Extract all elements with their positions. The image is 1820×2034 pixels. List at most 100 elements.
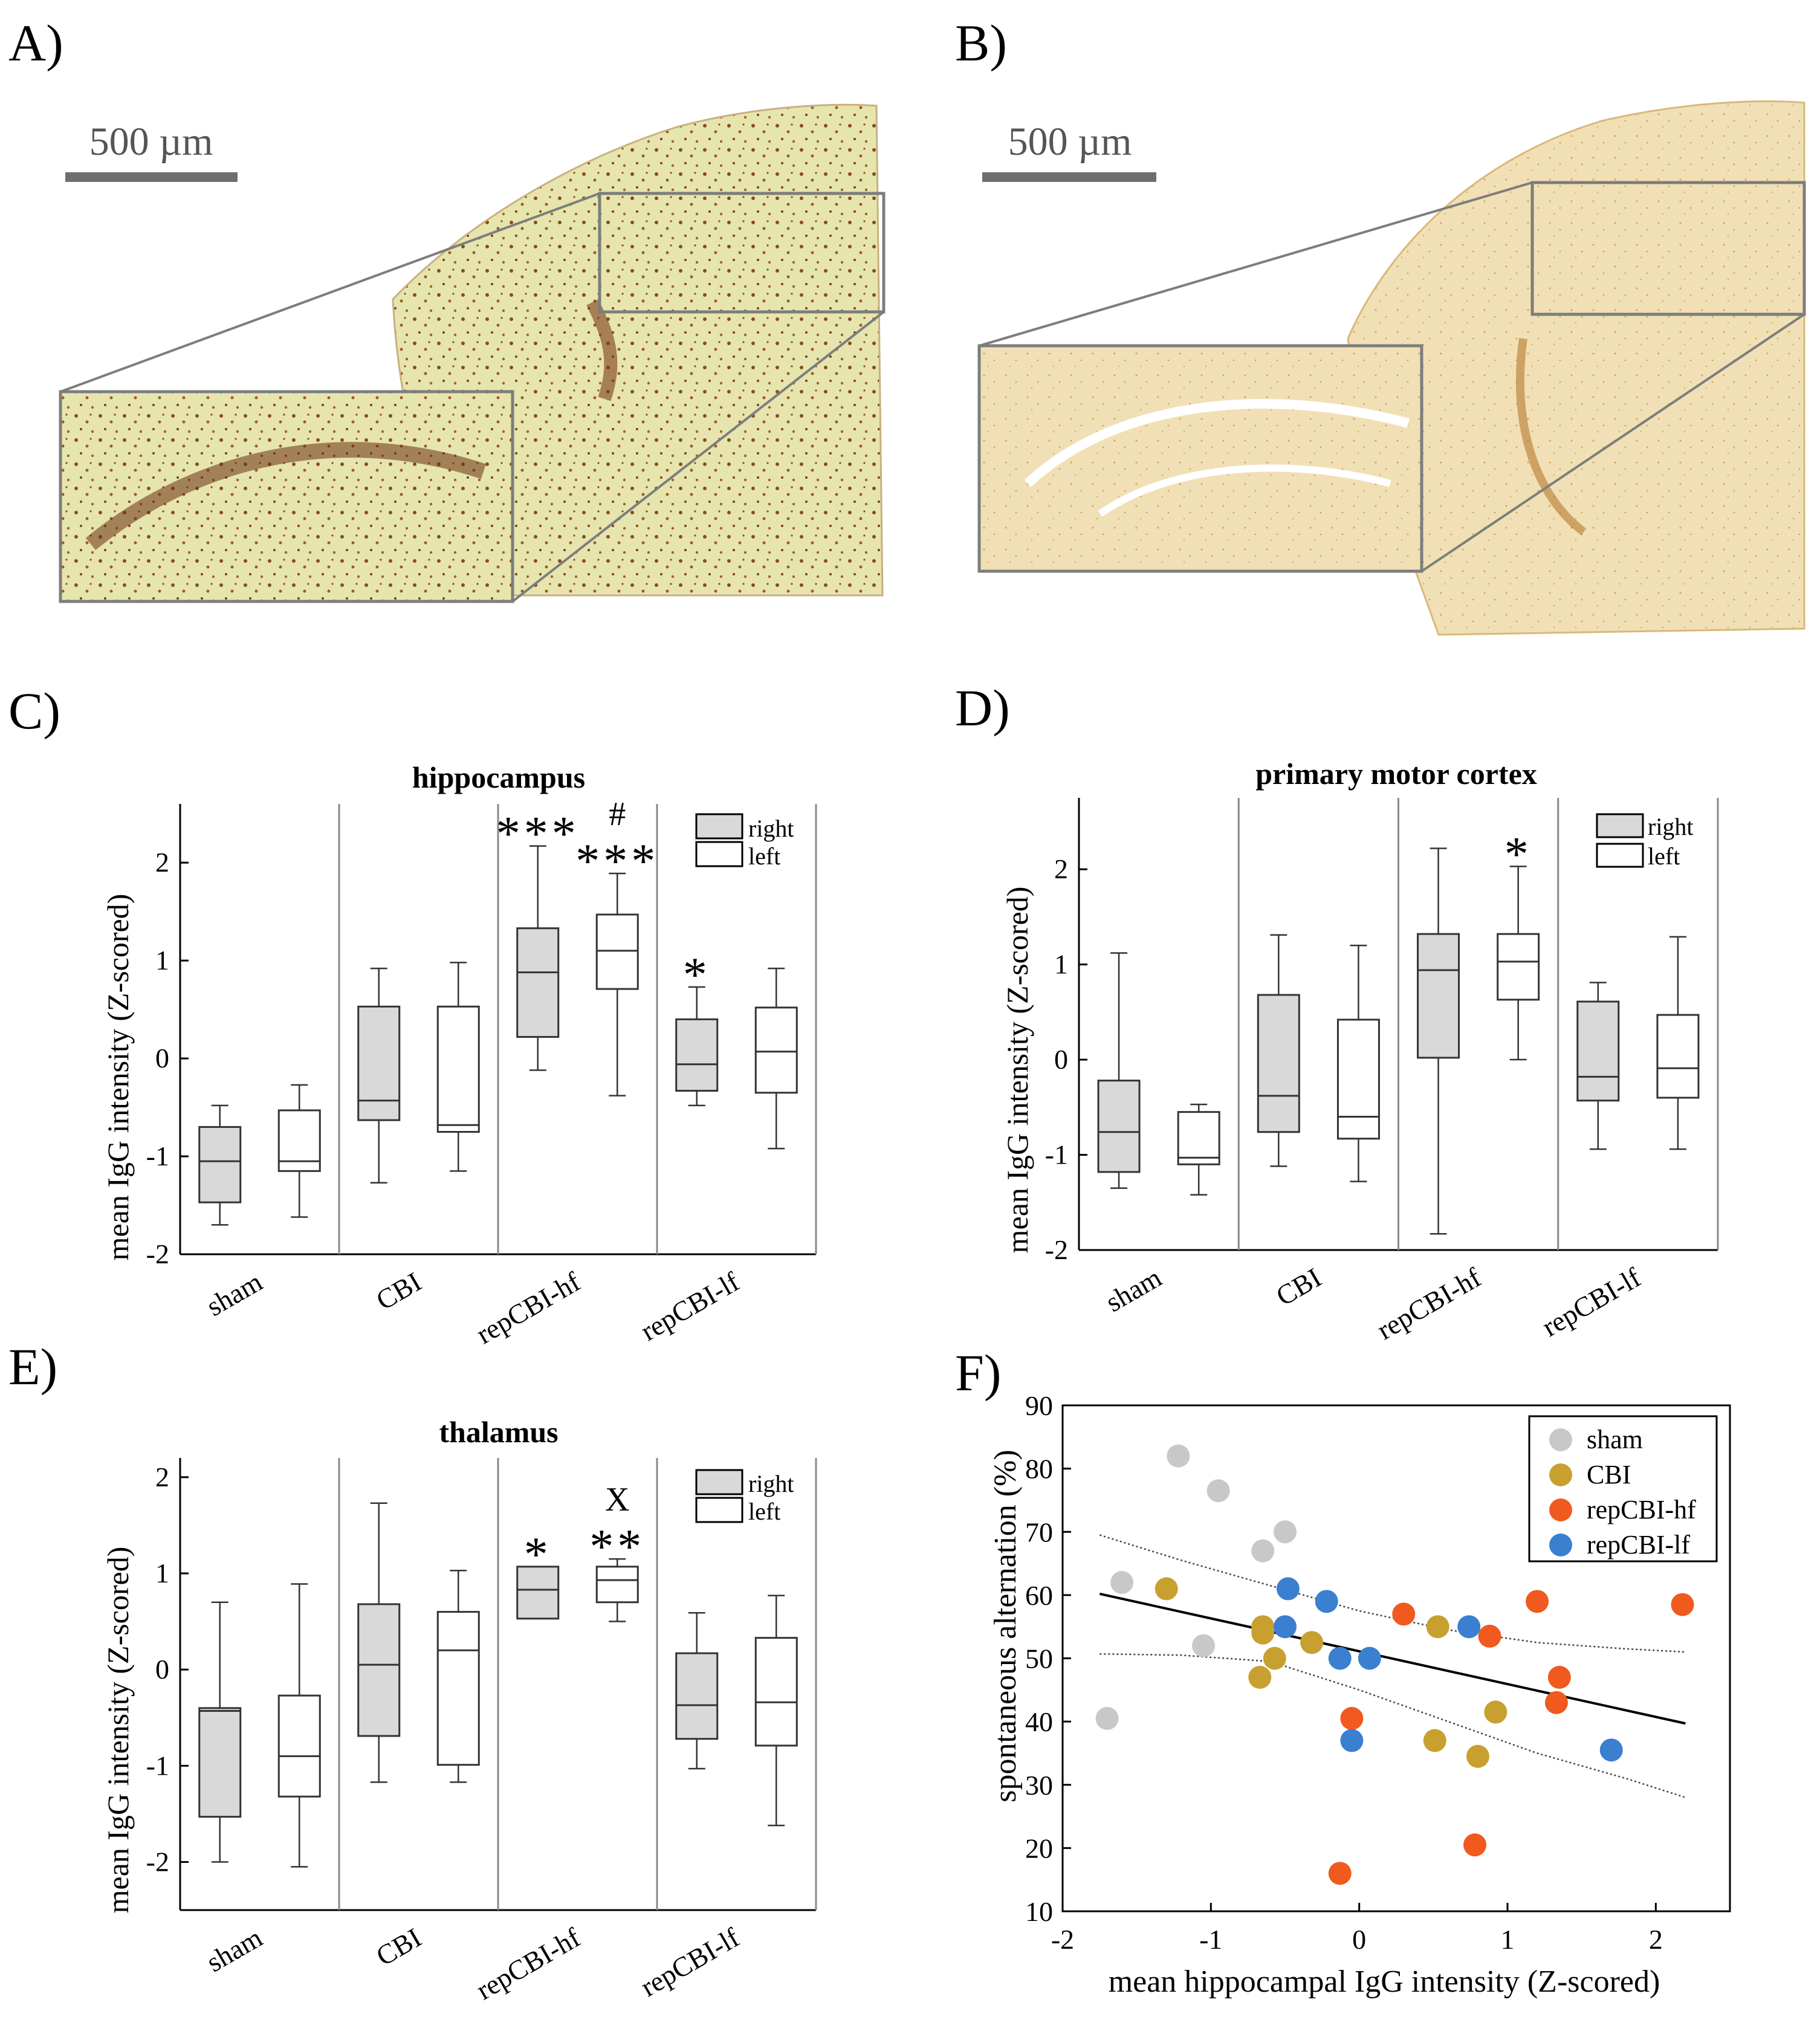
data-point-cbi: [1466, 1744, 1489, 1768]
legend: [695, 1469, 743, 1495]
legend: [1596, 813, 1644, 838]
box-right: [1257, 994, 1300, 1133]
significance-marker: *: [1504, 828, 1532, 881]
box-left: [595, 913, 639, 990]
panel-a-scale-bar: [65, 172, 238, 182]
x-tick-label: CBI: [371, 1922, 427, 1972]
box-right: [198, 1126, 242, 1203]
data-point-repcbi-hf: [1478, 1624, 1501, 1648]
data-point-repcbi-hf: [1544, 1691, 1568, 1714]
confidence-bound-lower: [1099, 1653, 1686, 1798]
legend-label: CBI: [1587, 1460, 1631, 1489]
data-point-cbi: [1263, 1647, 1286, 1670]
panel-b-inset-zoom: [977, 344, 1423, 573]
data-point-repcbi-lf: [1358, 1647, 1381, 1670]
box-left: [595, 1566, 639, 1604]
data-point-repcbi-hf: [1328, 1862, 1352, 1885]
y-tick-label: 1: [155, 945, 169, 976]
data-point-repcbi-lf: [1315, 1590, 1338, 1613]
data-point-repcbi-hf: [1392, 1602, 1416, 1626]
y-tick-label: -2: [1045, 1234, 1068, 1265]
box-right: [357, 1603, 401, 1737]
legend-label: sham: [1587, 1425, 1643, 1454]
x-tick-label: sham: [201, 1266, 268, 1322]
data-point-repcbi-lf: [1276, 1577, 1300, 1601]
x-tick-label: repCBI-hf: [1371, 1262, 1486, 1346]
legend-marker-sham: [1549, 1428, 1572, 1451]
box-right: [357, 1005, 401, 1121]
box-left: [1177, 1111, 1220, 1165]
y-axis-label: mean IgG intensity (Z-scored): [101, 1547, 135, 1914]
y-tick-label: 50: [1025, 1644, 1053, 1674]
panel-f-scatter: F) spontaneous alternation (%) mean hipp…: [955, 1344, 1731, 1999]
x-axis-label: mean hippocampal IgG intensity (Z-scored…: [1109, 1964, 1660, 1999]
legend-label: repCBI-lf: [1587, 1530, 1690, 1560]
data-point-repcbi-hf: [1547, 1665, 1571, 1689]
y-tick-label: -1: [146, 1141, 169, 1171]
x-tick-label: repCBI-hf: [471, 1922, 586, 2006]
panel-d-label: D): [955, 679, 1010, 737]
data-point-cbi: [1251, 1621, 1275, 1645]
panel-b: B) 500 µm: [955, 14, 1806, 636]
panel-b-inset-frame: [1530, 181, 1806, 316]
box-right: [1097, 1080, 1141, 1173]
data-point-cbi: [1426, 1615, 1449, 1639]
legend-marker-repcbi-lf: [1549, 1534, 1572, 1556]
y-tick-label: 30: [1025, 1770, 1053, 1801]
y-tick-label: 0: [155, 1654, 169, 1685]
panel-a-inset-frame: [598, 192, 886, 314]
panel-b-scale-bar: [982, 172, 1156, 182]
panel-a: A) 500 µm: [8, 14, 886, 603]
data-point-cbi: [1300, 1631, 1324, 1654]
y-tick-label: 2: [155, 847, 169, 878]
significance-marker: *: [524, 1528, 552, 1581]
y-tick-label: -1: [146, 1750, 169, 1781]
x-tick-label: 2: [1649, 1924, 1663, 1955]
y-tick-label: -1: [1045, 1139, 1068, 1170]
data-point-repcbi-lf: [1274, 1615, 1297, 1639]
legend-label: right: [1648, 813, 1694, 840]
y-tick-label: -2: [146, 1846, 169, 1877]
data-point-sham: [1206, 1479, 1230, 1503]
box-left: [1656, 1014, 1700, 1099]
y-tick-label: 1: [1054, 949, 1068, 980]
panel-c-boxplot: C) hippocampus mean IgG intensity (Z-sco…: [8, 682, 817, 1350]
box-left: [277, 1694, 321, 1798]
x-tick-label: repCBI-hf: [471, 1266, 586, 1350]
x-tick-label: CBI: [1271, 1262, 1326, 1312]
box-right: [1417, 933, 1460, 1059]
x-tick-label: -2: [1051, 1924, 1074, 1955]
legend-label: repCBI-hf: [1587, 1495, 1696, 1524]
data-point-cbi: [1423, 1729, 1446, 1752]
panel-b-label: B): [955, 14, 1007, 72]
chart-title: primary motor cortex: [1255, 757, 1537, 791]
box-right: [675, 1018, 719, 1092]
data-point-repcbi-lf: [1457, 1615, 1481, 1639]
x-tick-label: CBI: [371, 1266, 427, 1316]
panel-f-label: F): [955, 1344, 1001, 1402]
legend-label: right: [748, 1470, 794, 1497]
significance-marker: *: [683, 948, 711, 1002]
legend-label: right: [748, 815, 794, 842]
x-tick-label: 0: [1352, 1924, 1366, 1955]
box-right: [1576, 1000, 1620, 1102]
y-tick-label: 20: [1025, 1833, 1053, 1864]
data-point-sham: [1274, 1520, 1297, 1544]
panel-a-scale-label: 500 µm: [89, 120, 213, 164]
box-right: [198, 1707, 242, 1818]
y-axis-label: mean IgG intensity (Z-scored): [1000, 887, 1034, 1254]
y-tick-label: 2: [155, 1462, 169, 1492]
data-point-repcbi-hf: [1526, 1590, 1549, 1613]
box-right: [516, 1566, 560, 1620]
y-tick-label: -2: [146, 1239, 169, 1269]
panel-b-scale-label: 500 µm: [1008, 120, 1132, 164]
legend-label: left: [1648, 843, 1680, 870]
legend: [695, 1497, 743, 1523]
panel-a-inset-zoom: [59, 390, 514, 603]
data-point-repcbi-lf: [1328, 1647, 1352, 1670]
chart-title: thalamus: [439, 1415, 558, 1449]
y-axis-label: spontaneous alternation (%): [988, 1449, 1023, 1802]
y-tick-label: 40: [1025, 1706, 1053, 1737]
panel-e-boxplot: E) thalamus mean IgG intensity (Z-scored…: [8, 1338, 817, 2006]
